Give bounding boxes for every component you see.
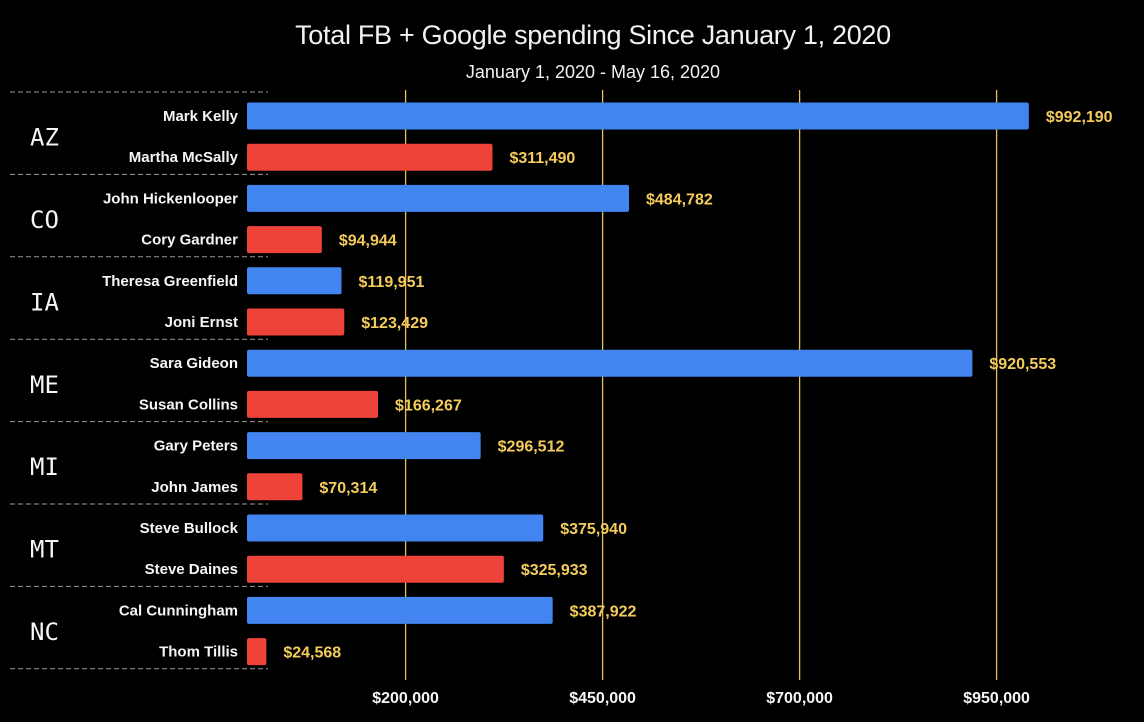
candidate-label: Steve Bullock — [140, 520, 239, 537]
bar — [247, 473, 303, 501]
bar — [247, 390, 379, 418]
state-label: MI — [30, 453, 59, 481]
value-label: $70,314 — [319, 480, 377, 497]
state-label: MT — [30, 536, 59, 564]
value-label: $24,568 — [283, 645, 341, 662]
candidate-label: Mark Kelly — [163, 108, 239, 125]
candidate-label: John James — [151, 479, 238, 496]
state-label: ME — [30, 371, 59, 399]
candidate-label: John Hickenlooper — [103, 190, 238, 207]
value-label: $94,944 — [339, 233, 397, 250]
candidate-label: Joni Ernst — [165, 314, 238, 331]
candidate-label: Sara Gideon — [150, 355, 238, 372]
candidate-label: Thom Tillis — [159, 644, 238, 661]
x-tick-label: $450,000 — [569, 690, 636, 707]
bar — [247, 267, 342, 295]
candidate-label: Theresa Greenfield — [102, 273, 238, 290]
chart-subtitle: January 1, 2020 - May 16, 2020 — [465, 62, 721, 82]
bar — [247, 514, 544, 542]
value-label: $375,940 — [560, 521, 627, 538]
bar — [247, 638, 267, 666]
x-tick-label: $950,000 — [963, 690, 1030, 707]
value-label: $166,267 — [395, 397, 462, 414]
value-label: $920,553 — [989, 356, 1056, 373]
candidate-label: Martha McSally — [129, 149, 239, 166]
x-axis: $200,000 $450,000 $700,000 $950,000 — [372, 690, 1030, 707]
state-label: CO — [30, 206, 59, 234]
candidate-label: Cal Cunningham — [119, 602, 238, 619]
bar — [247, 308, 345, 336]
value-label: $387,922 — [570, 603, 637, 620]
bar — [247, 184, 630, 212]
x-tick-label: $700,000 — [766, 690, 833, 707]
chart-title: Total FB + Google spending Since January… — [295, 20, 891, 50]
bar — [247, 349, 973, 377]
candidate-label: Steve Daines — [145, 561, 238, 578]
state-label: NC — [30, 618, 59, 646]
candidate-label: Susan Collins — [139, 396, 238, 413]
group-separators — [10, 91, 268, 670]
bar — [247, 555, 504, 583]
bar — [247, 143, 493, 171]
state-label: AZ — [30, 124, 59, 152]
value-label: $325,933 — [521, 562, 588, 579]
bar — [247, 596, 553, 624]
candidate-label: Cory Gardner — [141, 232, 238, 249]
gridlines — [404, 90, 998, 680]
bars — [247, 102, 1029, 666]
value-label: $119,951 — [359, 274, 425, 291]
candidate-label: Gary Peters — [154, 438, 238, 455]
value-label: $484,782 — [646, 191, 713, 208]
bar — [247, 226, 322, 254]
bar — [247, 102, 1029, 130]
state-label: IA — [30, 288, 59, 316]
value-label: $992,190 — [1046, 109, 1113, 126]
x-tick-label: $200,000 — [372, 690, 439, 707]
value-label: $123,429 — [361, 315, 428, 332]
value-label: $311,490 — [509, 150, 575, 167]
labels: AZ Mark Kelly $992,190 Martha McSally $311,4… — [30, 108, 1113, 662]
bar — [247, 432, 481, 460]
value-label: $296,512 — [498, 439, 565, 456]
